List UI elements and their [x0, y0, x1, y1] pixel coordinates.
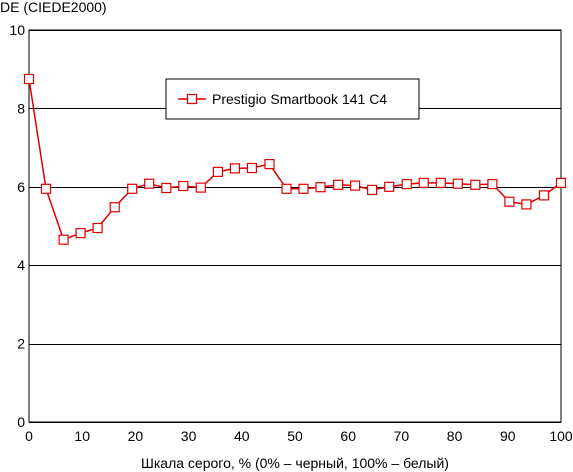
data-point — [229, 163, 240, 174]
data-point — [367, 184, 378, 195]
data-point — [350, 180, 361, 191]
y-axis-label: DE (CIEDE2000) — [0, 0, 107, 15]
legend-marker-swatch — [186, 93, 198, 105]
data-point — [555, 177, 567, 188]
x-tick-label: 100 — [549, 428, 573, 444]
data-point — [470, 179, 481, 190]
x-tick-label: 60 — [340, 428, 356, 444]
data-point — [75, 228, 86, 239]
data-point — [109, 202, 120, 213]
data-point — [384, 181, 395, 192]
data-point — [487, 179, 498, 190]
data-point — [521, 199, 532, 210]
y-tick-label: 4 — [17, 257, 25, 273]
data-point — [23, 73, 35, 85]
data-point — [195, 182, 206, 193]
data-point — [92, 222, 103, 234]
y-tick-label: 2 — [17, 336, 25, 352]
data-point — [298, 183, 309, 194]
data-point — [452, 178, 463, 189]
data-point — [538, 190, 550, 201]
data-point — [40, 183, 52, 194]
data-point — [212, 166, 223, 177]
data-point — [178, 180, 189, 192]
x-tick-label: 10 — [74, 428, 90, 444]
data-point — [281, 183, 292, 194]
data-point — [401, 179, 412, 190]
y-tick-label: 6 — [17, 179, 25, 195]
x-tick-label: 50 — [287, 428, 303, 444]
x-axis-ticks: 0 10 20 30 40 50 60 70 80 90 100 — [25, 428, 573, 444]
y-tick-label: 10 — [9, 22, 25, 38]
x-tick-label: 90 — [500, 428, 516, 444]
x-axis-label: Шкала серого, % (0% – черный, 100% – бел… — [141, 455, 449, 471]
data-point — [418, 177, 429, 188]
data-point — [246, 162, 257, 174]
plot-area-frame — [28, 29, 562, 423]
legend-entry-label: Prestigio Smartbook 141 C4 — [212, 91, 387, 107]
x-tick-label: 0 — [25, 428, 33, 444]
y-tick-label: 8 — [17, 100, 25, 116]
y-axis-ticks: 0 2 4 6 8 10 — [9, 22, 25, 430]
data-point — [504, 196, 515, 207]
series-prestigio — [23, 73, 567, 245]
x-tick-label: 30 — [181, 428, 197, 444]
data-point — [333, 179, 344, 190]
data-point — [161, 182, 172, 194]
legend: Prestigio Smartbook 141 C4 — [165, 78, 420, 120]
data-point — [264, 159, 275, 170]
data-point — [144, 178, 155, 189]
data-point — [315, 182, 326, 193]
x-tick-label: 80 — [447, 428, 463, 444]
x-tick-label: 70 — [394, 428, 410, 444]
data-point — [127, 183, 138, 194]
data-point — [435, 177, 446, 188]
data-point — [58, 234, 69, 245]
x-tick-label: 20 — [128, 428, 144, 444]
legend-box — [165, 78, 420, 120]
x-tick-label: 40 — [234, 428, 250, 444]
y-tick-label: 0 — [17, 414, 25, 430]
